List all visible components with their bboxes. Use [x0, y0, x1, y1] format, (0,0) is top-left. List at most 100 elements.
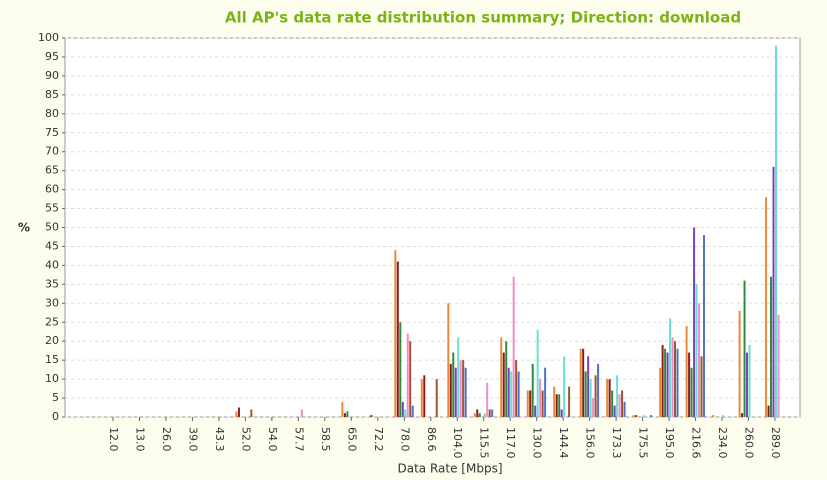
y-tick-label: 70 [45, 145, 59, 158]
y-tick-label: 75 [45, 126, 59, 139]
bar [589, 379, 592, 417]
bar [250, 409, 253, 417]
y-tick-label: 50 [45, 221, 59, 234]
bar [502, 352, 505, 417]
y-tick-label: 95 [45, 50, 59, 63]
x-tick-label: 260.0 [743, 427, 756, 459]
x-tick-label: 115.5 [478, 427, 491, 458]
bar [411, 405, 414, 417]
bar [235, 411, 238, 417]
bar [457, 337, 460, 417]
bar [688, 352, 691, 417]
bar [606, 379, 609, 417]
bar [464, 367, 467, 417]
bar [473, 413, 476, 417]
bar [613, 405, 616, 417]
x-tick-label: 65.0 [345, 427, 358, 452]
bar [454, 367, 457, 417]
bar [618, 394, 621, 417]
bar [664, 348, 667, 417]
bar [483, 413, 486, 417]
bar [476, 409, 479, 417]
y-tick-label: 100 [38, 31, 59, 44]
bar [579, 348, 582, 417]
x-tick-label: 78.0 [398, 427, 411, 452]
bar [462, 360, 465, 417]
x-tick-label: 52.0 [239, 427, 252, 452]
x-tick-label: 39.0 [186, 427, 199, 452]
bar [741, 413, 744, 417]
bar [693, 227, 696, 417]
chart-title: All AP's data rate distribution summary;… [225, 9, 741, 27]
bar [635, 415, 638, 417]
bar [536, 329, 539, 417]
bar [406, 333, 409, 417]
y-tick-label: 80 [45, 107, 59, 120]
y-tick-label: 15 [45, 353, 59, 366]
x-tick-label: 43.3 [213, 427, 226, 452]
y-tick-label: 5 [52, 391, 59, 404]
bar [746, 352, 749, 417]
bar [722, 415, 725, 417]
bar [772, 166, 775, 417]
bar [526, 390, 529, 417]
bar [642, 415, 645, 417]
bar [396, 261, 399, 417]
bar [584, 371, 587, 417]
bar [539, 379, 542, 417]
bar [671, 337, 674, 417]
x-tick-label: 117.0 [504, 427, 517, 459]
bar [698, 303, 701, 417]
bar [500, 337, 503, 417]
bar [399, 322, 402, 417]
bar [676, 348, 679, 417]
bar [623, 401, 626, 417]
x-axis-title: Data Rate [Mbps] [398, 462, 503, 476]
x-tick-label: 130.0 [531, 427, 544, 459]
y-tick-label: 65 [45, 164, 59, 177]
bar [491, 409, 494, 417]
bar [517, 371, 520, 417]
bar [695, 284, 698, 417]
x-tick-label: 72.2 [372, 427, 385, 452]
bar [394, 250, 397, 417]
bar [690, 367, 693, 417]
x-tick-label: 144.4 [557, 427, 570, 459]
bar [529, 390, 532, 417]
y-tick-label: 60 [45, 183, 59, 196]
x-tick-label: 173.3 [610, 427, 623, 459]
bar [700, 356, 703, 417]
bar [767, 405, 770, 417]
bar [592, 398, 595, 417]
bar [748, 344, 751, 417]
y-tick-label: 35 [45, 277, 59, 290]
bar [738, 310, 741, 417]
y-tick-label: 85 [45, 88, 59, 101]
bar [370, 415, 373, 417]
bar [423, 375, 426, 417]
bar [553, 386, 556, 417]
y-tick-label: 20 [45, 334, 59, 347]
bar [449, 363, 452, 417]
bar [346, 411, 349, 417]
bar [507, 367, 510, 417]
y-tick-label: 0 [52, 410, 59, 423]
x-tick-label: 175.5 [637, 427, 650, 459]
bar [743, 280, 746, 417]
bar [685, 326, 688, 417]
bar [563, 356, 566, 417]
bar [404, 409, 407, 417]
bar [555, 394, 558, 417]
bar [560, 409, 563, 417]
bar [341, 401, 344, 417]
bar [582, 348, 585, 417]
bar [608, 379, 611, 417]
bar [770, 276, 773, 417]
y-tick-label: 55 [45, 202, 59, 215]
bar [544, 367, 547, 417]
x-tick-label: 13.0 [133, 427, 146, 452]
x-tick-label: 156.0 [584, 427, 597, 459]
bar [486, 382, 489, 417]
